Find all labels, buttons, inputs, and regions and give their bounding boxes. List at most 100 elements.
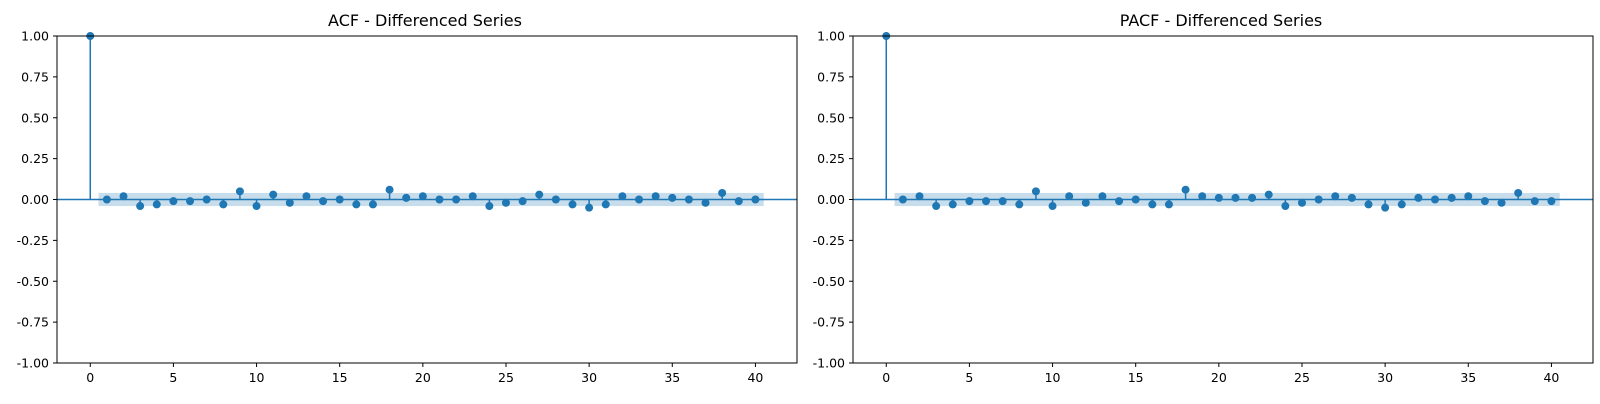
acf-marker-lag-16 <box>352 200 361 209</box>
pacf-marker-lag-22 <box>1248 193 1257 202</box>
pacf-marker-lag-29 <box>1364 200 1373 209</box>
acf-marker-lag-24 <box>485 202 494 211</box>
pacf-marker-lag-24 <box>1281 202 1290 211</box>
pacf-marker-lag-39 <box>1530 197 1539 206</box>
pacf-y-tick-label: -0.50 <box>813 274 845 289</box>
pacf-marker-lag-4 <box>948 200 957 209</box>
pacf-marker-lag-37 <box>1497 198 1506 207</box>
acf-y-tick-label: -1.00 <box>17 356 49 371</box>
acf-marker-lag-17 <box>368 200 377 209</box>
pacf-marker-lag-3 <box>932 202 941 211</box>
pacf-marker-lag-14 <box>1115 197 1124 206</box>
pacf-marker-lag-11 <box>1065 192 1074 201</box>
pacf-marker-lag-18 <box>1181 185 1190 194</box>
acf-marker-lag-5 <box>169 197 178 206</box>
acf-marker-lag-8 <box>219 200 228 209</box>
acf-marker-lag-25 <box>501 198 510 207</box>
acf-y-tick-label: -0.75 <box>17 315 49 330</box>
acf-marker-lag-1 <box>102 195 111 204</box>
acf-marker-lag-37 <box>701 198 710 207</box>
acf-y-tick-label: 0.00 <box>21 192 49 207</box>
acf-marker-lag-18 <box>385 185 394 194</box>
pacf-marker-lag-30 <box>1381 203 1390 212</box>
acf-y-tick-label: 0.75 <box>21 69 49 84</box>
pacf-marker-lag-19 <box>1198 192 1207 201</box>
acf-x-tick-label: 10 <box>249 370 265 385</box>
acf-marker-lag-38 <box>718 188 727 197</box>
pacf-x-tick-label: 20 <box>1211 370 1227 385</box>
pacf-x-tick-label: 40 <box>1543 370 1559 385</box>
pacf-x-tick-label: 0 <box>882 370 890 385</box>
acf-marker-lag-26 <box>518 197 527 206</box>
pacf-marker-lag-33 <box>1431 195 1440 204</box>
acf-chart-title: ACF - Differenced Series <box>328 11 522 30</box>
acf-marker-lag-6 <box>186 197 195 206</box>
acf-marker-lag-31 <box>601 200 610 209</box>
pacf-chart-title: PACF - Differenced Series <box>1120 11 1323 30</box>
pacf-marker-lag-26 <box>1314 195 1323 204</box>
acf-panel: ACF - Differenced Series 0 5 10 15 20 25 30 35 4… <box>17 11 798 385</box>
acf-x-tick-label: 35 <box>664 370 680 385</box>
acf-marker-lag-12 <box>285 198 294 207</box>
acf-marker-lag-34 <box>651 192 660 201</box>
acf-y-tick-label: -0.25 <box>17 233 49 248</box>
acf-x-tick-label: 20 <box>415 370 431 385</box>
pacf-marker-lag-12 <box>1081 198 1090 207</box>
acf-marker-lag-40 <box>751 195 760 204</box>
acf-marker-lag-15 <box>335 195 344 204</box>
pacf-marker-lag-13 <box>1098 192 1107 201</box>
acf-marker-lag-29 <box>568 200 577 209</box>
pacf-marker-lag-9 <box>1031 187 1040 196</box>
acf-marker-lag-23 <box>468 192 477 201</box>
pacf-y-tick-label: 0.50 <box>817 110 845 125</box>
pacf-y-tick-label: 1.00 <box>817 29 845 44</box>
acf-x-tick-label: 25 <box>498 370 514 385</box>
acf-marker-lag-11 <box>269 190 278 199</box>
pacf-panel: PACF - Differenced Series 0 5 10 15 20 25 30 35… <box>813 11 1594 385</box>
acf-y-tick-label: 1.00 <box>21 29 49 44</box>
pacf-x-tick-label: 30 <box>1377 370 1393 385</box>
pacf-y-tick-label: 0.75 <box>817 69 845 84</box>
pacf-marker-lag-25 <box>1297 198 1306 207</box>
pacf-marker-lag-32 <box>1414 193 1423 202</box>
pacf-marker-lag-35 <box>1464 192 1473 201</box>
acf-marker-lag-10 <box>252 202 261 211</box>
acf-marker-lag-7 <box>202 195 211 204</box>
pacf-x-tick-label: 25 <box>1294 370 1310 385</box>
acf-marker-lag-27 <box>535 190 544 199</box>
acf-marker-lag-14 <box>319 197 328 206</box>
pacf-marker-lag-20 <box>1214 193 1223 202</box>
acf-y-tick-label: -0.50 <box>17 274 49 289</box>
pacf-marker-lag-34 <box>1447 193 1456 202</box>
acf-marker-lag-3 <box>136 202 145 211</box>
pacf-marker-lag-40 <box>1547 197 1556 206</box>
acf-marker-lag-20 <box>418 192 427 201</box>
acf-y-tick-label: 0.50 <box>21 110 49 125</box>
acf-marker-lag-9 <box>235 187 244 196</box>
pacf-y-tick-label: -0.75 <box>813 315 845 330</box>
pacf-marker-lag-28 <box>1347 193 1356 202</box>
acf-marker-lag-19 <box>402 193 411 202</box>
pacf-marker-lag-23 <box>1264 190 1273 199</box>
acf-x-tick-label: 30 <box>581 370 597 385</box>
pacf-marker-lag-10 <box>1048 202 1057 211</box>
pacf-marker-lag-17 <box>1164 200 1173 209</box>
pacf-marker-lag-1 <box>898 195 907 204</box>
pacf-y-tick-label: 0.25 <box>817 151 845 166</box>
acf-marker-lag-2 <box>119 192 128 201</box>
pacf-marker-lag-7 <box>998 197 1007 206</box>
acf-x-tick-label: 40 <box>747 370 763 385</box>
pacf-marker-lag-2 <box>915 192 924 201</box>
pacf-x-tick-label: 15 <box>1128 370 1144 385</box>
acf-x-tick-label: 0 <box>86 370 94 385</box>
acf-marker-lag-35 <box>668 193 677 202</box>
pacf-y-tick-label: -1.00 <box>813 356 845 371</box>
pacf-x-tick-label: 35 <box>1460 370 1476 385</box>
acf-x-tick-label: 5 <box>169 370 177 385</box>
acf-marker-lag-22 <box>452 195 461 204</box>
acf-marker-lag-39 <box>734 197 743 206</box>
acf-marker-lag-13 <box>302 192 311 201</box>
pacf-x-tick-label: 5 <box>965 370 973 385</box>
acf-marker-lag-36 <box>684 195 693 204</box>
